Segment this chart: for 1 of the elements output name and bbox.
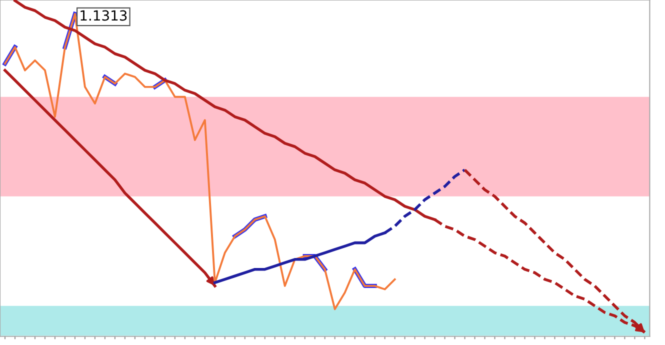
annotation: 1.1313 — [80, 10, 127, 21]
